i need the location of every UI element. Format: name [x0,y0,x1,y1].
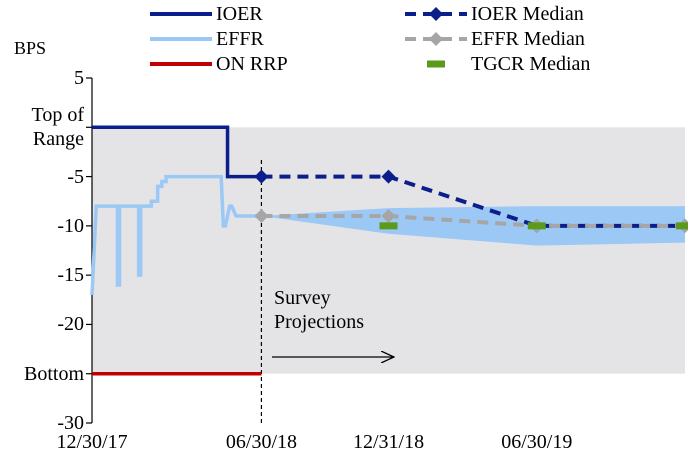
legend-marker [429,7,443,21]
y-tick-label: -20 [57,313,84,336]
marker [381,209,396,223]
legend-label: ON RRP [216,53,288,75]
legend-marker [429,32,443,46]
series-line [261,214,685,228]
annotation: Survey Projections [274,287,364,333]
y-tick-label: -10 [57,214,84,237]
series-line [261,174,685,228]
marker [379,222,398,230]
legend-label: TGCR Median [471,53,591,75]
legend-label: IOER Median [471,3,584,25]
y-tick-label: -15 [57,264,84,287]
series-line [92,125,262,179]
marker [676,222,688,230]
marker [254,169,269,184]
marker [527,222,546,230]
shaded-range [92,127,685,374]
range-band [261,206,685,246]
x-tick-label: 12/31/18 [353,431,425,453]
y-axis-label: BPS [14,38,47,58]
y-tick-label: 5 [74,67,84,89]
y-tick-label: Bottom [23,362,84,385]
x-tick-label: 06/30/19 [501,431,573,453]
x-tick-label: 06/30/18 [225,431,298,453]
legend-label: EFFR [216,28,264,50]
legend-label: EFFR Median [471,28,585,50]
y-tick-label: -30 [57,412,84,434]
y-tick-label: -5 [67,165,84,188]
series-line [90,174,262,295]
marker [254,209,269,223]
marker [381,169,396,184]
legend-label: IOER [216,3,263,25]
y-tick-label: Top of Range [31,104,84,151]
legend-marker [427,60,445,68]
x-tick-label: 12/30/17 [56,431,128,453]
